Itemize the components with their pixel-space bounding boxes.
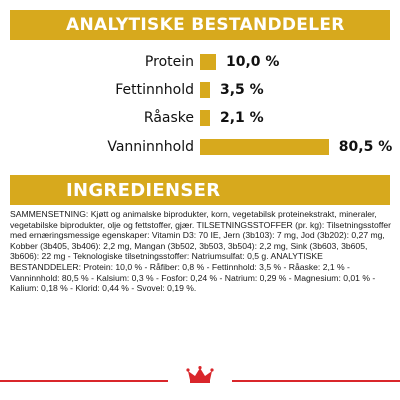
nutrient-value: 3,5 % xyxy=(220,82,264,98)
analytic-title: ANALYTISKE BESTANDDELER xyxy=(66,15,345,35)
nutrient-label: Protein xyxy=(144,54,194,70)
royal-canin-crown-icon xyxy=(168,366,232,388)
nutrient-value: 10,0 % xyxy=(226,54,280,70)
ingredients-title: INGREDIENSER xyxy=(66,179,221,201)
nutrient-bar xyxy=(200,54,216,70)
analytic-banner: ANALYTISKE BESTANDDELER xyxy=(10,10,390,40)
nutrient-label: Råaske xyxy=(143,110,194,126)
nutrient-value: 80,5 % xyxy=(338,139,393,155)
nutrient-row-fettinnhold: Fettinnhold 3,5 % xyxy=(0,79,400,105)
nutrient-bar-list: Protein 10,0 % Fettinnhold 3,5 % Råaske 2,1 %… xyxy=(0,40,400,170)
nutrient-bar xyxy=(200,139,329,155)
nutrient-row-protein: Protein 10,0 % xyxy=(0,51,400,77)
ingredients-text: SAMMENSETNING: Kjøtt og animalske biprod… xyxy=(10,209,391,294)
nutrient-row-råaske: Råaske 2,1 % xyxy=(0,107,400,133)
nutrient-bar xyxy=(200,82,210,98)
nutrient-row-vanninnhold: Vanninnhold 80,5 % xyxy=(0,136,400,162)
nutrient-bar xyxy=(200,110,210,126)
nutrient-value: 2,1 % xyxy=(220,110,264,126)
ingredients-banner: INGREDIENSER xyxy=(10,175,390,205)
nutrient-label: Vanninnhold xyxy=(107,139,194,155)
nutrient-label: Fettinnhold xyxy=(115,82,194,98)
